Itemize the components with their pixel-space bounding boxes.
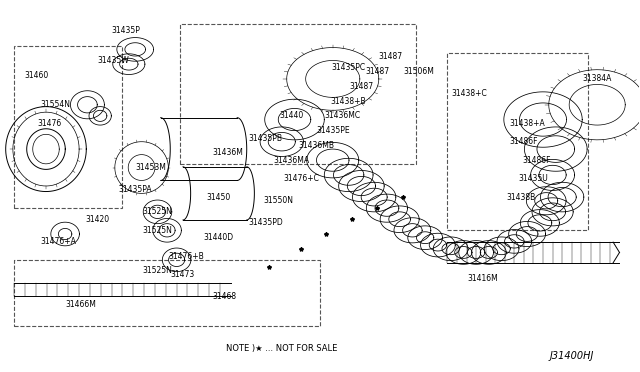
Text: 31476: 31476 [37,119,61,128]
Text: 31525N: 31525N [143,207,172,217]
Text: 31450: 31450 [206,193,230,202]
Text: 31486F: 31486F [522,155,551,165]
Text: 31476+C: 31476+C [283,174,319,183]
Text: 31466M: 31466M [66,300,97,309]
Text: 31435PB: 31435PB [249,134,283,142]
Text: 31438+B: 31438+B [331,97,367,106]
Text: 31525N: 31525N [143,266,172,275]
Text: 31486F: 31486F [509,137,538,146]
Text: 31438+A: 31438+A [509,119,545,128]
Text: 31420: 31420 [85,215,109,224]
Text: 31440D: 31440D [203,233,233,242]
Text: 31435PA: 31435PA [118,185,152,194]
Text: 31487: 31487 [349,82,374,91]
Text: 31468: 31468 [212,292,236,301]
Text: 31435PD: 31435PD [248,218,284,227]
Text: J31400HJ: J31400HJ [550,351,594,361]
Text: 31384A: 31384A [582,74,612,83]
Text: 31487: 31487 [378,52,402,61]
Text: 31487: 31487 [365,67,389,76]
Text: 31438B: 31438B [506,193,535,202]
Text: 31473: 31473 [171,270,195,279]
Text: 31438+C: 31438+C [452,89,488,98]
Text: 31554N: 31554N [40,100,70,109]
Text: 31435PE: 31435PE [316,126,349,135]
Text: 31436MC: 31436MC [324,111,360,121]
Text: 31435U: 31435U [518,174,548,183]
Text: 31435P: 31435P [111,26,140,35]
Text: 31460: 31460 [24,71,49,80]
Text: 31435PC: 31435PC [332,63,365,72]
Text: 31436MA: 31436MA [273,155,309,165]
Text: 31436MB: 31436MB [299,141,335,150]
Text: 31525N: 31525N [143,226,172,235]
Text: 31506M: 31506M [403,67,434,76]
Text: 31436M: 31436M [212,148,243,157]
Text: 31416M: 31416M [467,274,498,283]
Text: 31476+A: 31476+A [41,237,77,246]
Text: 31440: 31440 [279,111,303,121]
Text: 31550N: 31550N [264,196,294,205]
Text: NOTE )★ ... NOT FOR SALE: NOTE )★ ... NOT FOR SALE [226,344,337,353]
Text: 31435W: 31435W [97,56,129,65]
Text: 31453M: 31453M [136,163,166,172]
Text: 31476+B: 31476+B [168,251,204,261]
